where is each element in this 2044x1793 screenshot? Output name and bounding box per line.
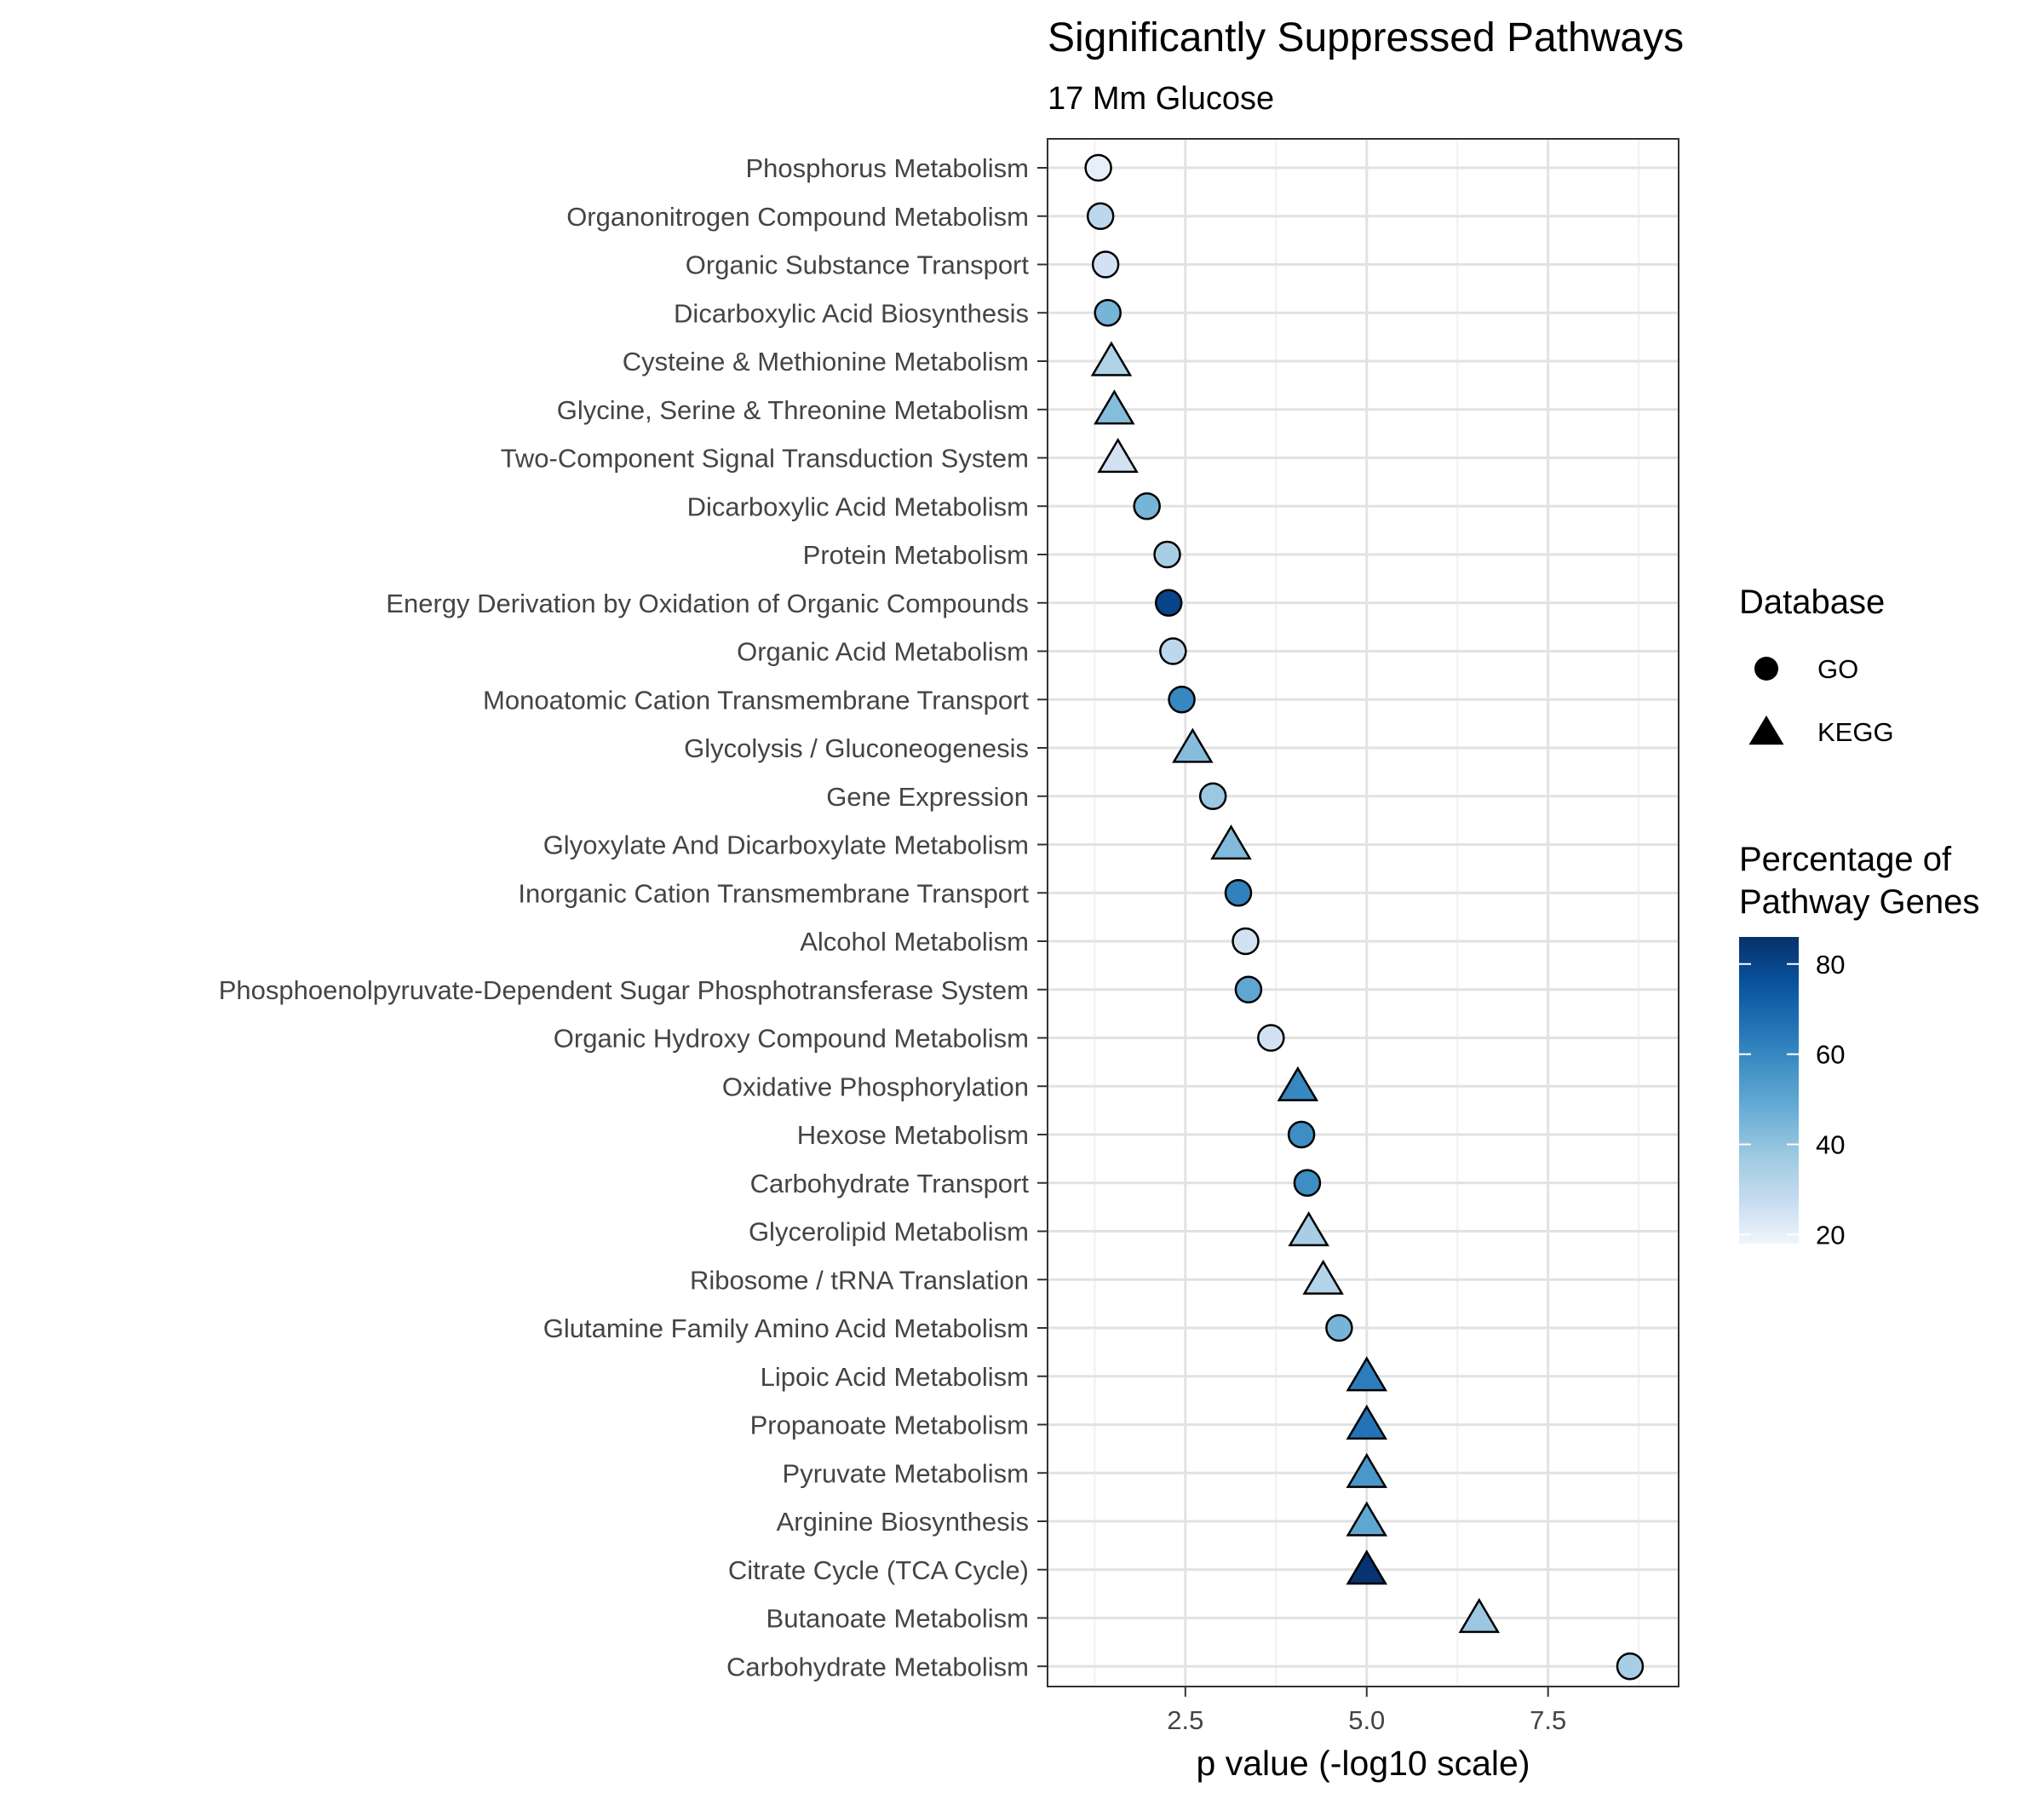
y-tick-label-1: Organonitrogen Compound Metabolism bbox=[566, 202, 1029, 232]
point-11 bbox=[1168, 686, 1196, 714]
y-tick-label-16: Alcohol Metabolism bbox=[800, 927, 1029, 957]
point-25 bbox=[1346, 1356, 1387, 1392]
y-tick-label-20: Hexose Metabolism bbox=[797, 1120, 1029, 1150]
plot-panel bbox=[1047, 138, 1679, 1687]
y-tick-label-2: Organic Substance Transport bbox=[686, 250, 1030, 280]
x-tick-label-1: 5.0 bbox=[1348, 1705, 1385, 1735]
y-tick-label-29: Citrate Cycle (TCA Cycle) bbox=[728, 1555, 1029, 1585]
point-27 bbox=[1346, 1452, 1387, 1488]
point-30 bbox=[1458, 1598, 1501, 1634]
point-7 bbox=[1133, 492, 1161, 520]
y-tick-label-8: Protein Metabolism bbox=[803, 540, 1029, 570]
y-tick-label-3: Dicarboxylic Acid Biosynthesis bbox=[674, 298, 1029, 328]
colorbar-tick-label-2: 60 bbox=[1816, 1040, 1845, 1070]
x-tick-label-0: 2.5 bbox=[1167, 1705, 1203, 1735]
point-28 bbox=[1346, 1501, 1387, 1537]
point-1 bbox=[1086, 202, 1115, 230]
y-tick-label-4: Cysteine & Methionine Metabolism bbox=[623, 347, 1029, 376]
point-29 bbox=[1346, 1549, 1387, 1585]
y-tick-label-15: Inorganic Cation Transmembrane Transport bbox=[518, 878, 1029, 908]
point-20 bbox=[1287, 1120, 1316, 1149]
shape-legend-label-0: GO bbox=[1817, 654, 1858, 684]
y-tick-label-30: Butanoate Metabolism bbox=[766, 1604, 1029, 1634]
point-21 bbox=[1293, 1169, 1322, 1197]
y-tick-label-5: Glycine, Serine & Threonine Metabolism bbox=[557, 395, 1029, 425]
colorbar-tick-label-0: 20 bbox=[1816, 1220, 1845, 1250]
point-26 bbox=[1346, 1405, 1387, 1440]
point-22 bbox=[1288, 1211, 1329, 1247]
point-14 bbox=[1210, 825, 1252, 860]
y-tick-label-14: Glyoxylate And Dicarboxylate Metabolism bbox=[543, 830, 1029, 860]
point-0 bbox=[1084, 153, 1112, 182]
y-tick-label-7: Dicarboxylic Acid Metabolism bbox=[687, 491, 1029, 521]
point-13 bbox=[1198, 782, 1227, 810]
y-tick-label-10: Organic Acid Metabolism bbox=[737, 637, 1029, 667]
y-tick-label-22: Glycerolipid Metabolism bbox=[749, 1217, 1029, 1247]
y-tick-label-23: Ribosome / tRNA Translation bbox=[690, 1265, 1029, 1295]
data-points bbox=[1084, 153, 1645, 1681]
shape-legend-label-1: KEGG bbox=[1817, 717, 1894, 747]
point-6 bbox=[1097, 438, 1139, 474]
point-10 bbox=[1159, 637, 1187, 665]
y-tick-label-28: Arginine Biosynthesis bbox=[777, 1507, 1029, 1537]
shape-legend-title: Database bbox=[1739, 583, 1885, 621]
chart-title: Significantly Suppressed Pathways bbox=[1048, 15, 1684, 60]
point-17 bbox=[1234, 975, 1263, 1003]
y-tick-label-18: Organic Hydroxy Compound Metabolism bbox=[554, 1024, 1029, 1054]
y-tick-label-26: Propanoate Metabolism bbox=[750, 1411, 1029, 1440]
colorbar-tick-label-3: 80 bbox=[1816, 950, 1845, 980]
y-tick-label-31: Carbohydrate Metabolism bbox=[726, 1652, 1029, 1681]
point-15 bbox=[1224, 879, 1253, 907]
shape-legend-key-1 bbox=[1748, 715, 1784, 745]
point-24 bbox=[1325, 1313, 1353, 1342]
y-tick-label-0: Phosphorus Metabolism bbox=[745, 153, 1029, 183]
x-axis-label: p value (-log10 scale) bbox=[1197, 1744, 1530, 1783]
point-8 bbox=[1153, 540, 1181, 569]
y-tick-label-24: Glutamine Family Amino Acid Metabolism bbox=[543, 1313, 1029, 1343]
y-tick-label-13: Gene Expression bbox=[826, 782, 1029, 812]
x-tick-label-2: 7.5 bbox=[1530, 1705, 1566, 1735]
y-tick-label-25: Lipoic Acid Metabolism bbox=[761, 1362, 1029, 1392]
panel-border bbox=[1047, 138, 1679, 1687]
y-tick-label-12: Glycolysis / Gluconeogenesis bbox=[684, 733, 1029, 763]
point-19 bbox=[1277, 1066, 1319, 1101]
point-23 bbox=[1302, 1259, 1344, 1295]
y-tick-label-11: Monoatomic Cation Transmembrane Transpor… bbox=[483, 685, 1029, 715]
point-12 bbox=[1172, 727, 1214, 763]
colorbar bbox=[1739, 937, 1799, 1244]
point-18 bbox=[1257, 1024, 1285, 1052]
point-16 bbox=[1232, 927, 1260, 956]
y-tick-label-19: Oxidative Phosphorylation bbox=[722, 1072, 1029, 1101]
point-9 bbox=[1154, 589, 1183, 617]
y-tick-label-6: Two-Component Signal Transduction System bbox=[501, 444, 1029, 474]
legends: Database GO KEGG Percentage of Pathway Genes… bbox=[1739, 583, 1979, 1250]
colorbar-tick-label-1: 40 bbox=[1816, 1130, 1845, 1160]
point-4 bbox=[1090, 341, 1133, 376]
axes: Phosphorus Metabolism Organonitrogen Comp… bbox=[219, 153, 1567, 1783]
y-tick-label-27: Pyruvate Metabolism bbox=[783, 1458, 1029, 1488]
chart-subtitle: 17 Mm Glucose bbox=[1048, 81, 1274, 117]
y-tick-label-21: Carbohydrate Transport bbox=[750, 1169, 1030, 1198]
point-5 bbox=[1094, 389, 1135, 425]
point-2 bbox=[1091, 250, 1120, 279]
shape-legend-key-0 bbox=[1754, 657, 1778, 681]
y-tick-label-17: Phosphoenolpyruvate-Dependent Sugar Phos… bbox=[219, 975, 1029, 1005]
point-31 bbox=[1616, 1652, 1645, 1681]
point-3 bbox=[1094, 299, 1122, 327]
color-legend-title-0: Percentage of bbox=[1739, 841, 1952, 878]
color-legend-title-1: Pathway Genes bbox=[1739, 883, 1979, 921]
y-tick-label-9: Energy Derivation by Oxidation of Organi… bbox=[386, 589, 1029, 618]
